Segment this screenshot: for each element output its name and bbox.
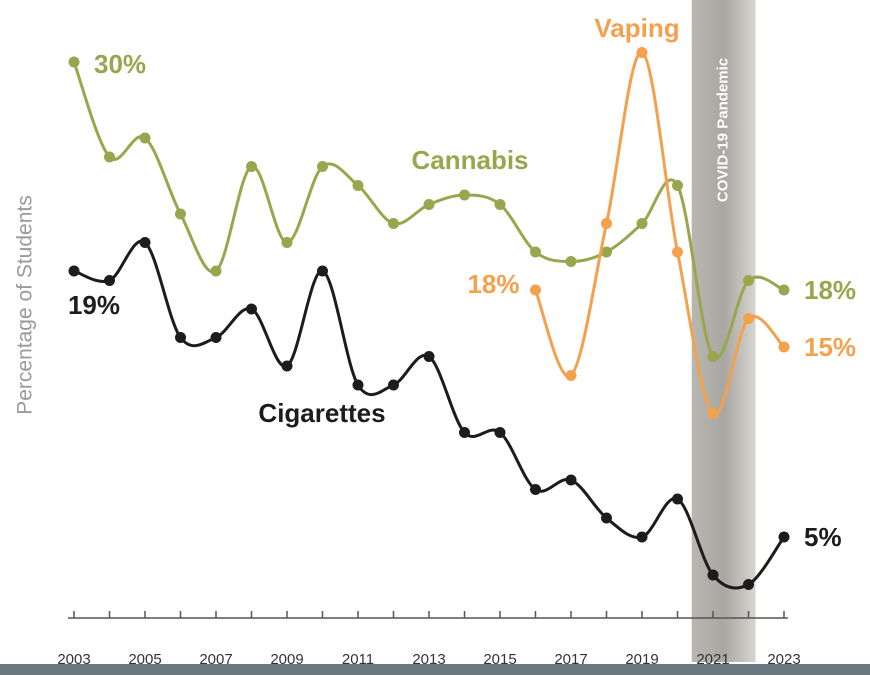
data-point [636, 218, 648, 229]
series-name: Vaping [594, 13, 679, 43]
x-tick-label: 2005 [128, 651, 161, 668]
data-point [317, 161, 328, 172]
series-line [73, 239, 786, 590]
data-point [778, 341, 790, 353]
data-point [210, 265, 222, 277]
value-label: 18% [804, 275, 856, 305]
x-tick-label: 2013 [412, 651, 445, 668]
x-tick-label: 2017 [554, 651, 587, 668]
value-label: 15% [804, 332, 856, 362]
x-tick-label: 2023 [767, 651, 800, 668]
data-point [68, 56, 80, 68]
data-point [494, 427, 506, 438]
data-point [778, 531, 790, 543]
data-point [210, 332, 222, 343]
data-point [423, 199, 435, 210]
series-name: Cannabis [411, 145, 528, 175]
data-point [68, 265, 80, 277]
data-point [636, 531, 648, 543]
data-point [281, 237, 293, 248]
data-point [104, 275, 115, 286]
data-point [778, 284, 790, 296]
data-point [530, 246, 541, 258]
x-tick-label: 2007 [199, 651, 232, 668]
data-point [565, 474, 577, 486]
data-point [636, 47, 648, 58]
data-point [352, 379, 364, 391]
value-label: 5% [804, 522, 842, 552]
data-point [672, 493, 683, 505]
data-point [352, 180, 364, 191]
data-point [246, 161, 257, 172]
data-point [530, 484, 541, 495]
y-axis-label: Percentage of Students [14, 195, 37, 415]
data-point [139, 237, 151, 248]
data-point [565, 370, 577, 381]
data-point [494, 199, 506, 210]
data-point [601, 246, 612, 258]
data-point [281, 360, 293, 372]
data-point [743, 275, 754, 286]
x-tick-label: 2015 [483, 651, 516, 668]
data-point [459, 189, 470, 201]
data-point [565, 256, 577, 267]
data-point [423, 351, 435, 362]
data-point [388, 379, 399, 391]
data-point [743, 313, 754, 324]
series-line [534, 50, 786, 416]
series-name: Cigarettes [258, 398, 385, 428]
data-point [707, 351, 719, 362]
data-point [707, 569, 719, 581]
x-tick-label: 2019 [625, 651, 658, 668]
data-point [459, 427, 470, 438]
data-point [601, 512, 612, 524]
data-point [707, 408, 719, 419]
data-point [246, 303, 257, 315]
data-point [175, 208, 186, 220]
value-label: 19% [68, 290, 120, 320]
covid-label: COVID-19 Pandemic [715, 58, 732, 202]
x-tick-label: 2021 [696, 651, 729, 668]
data-point [672, 180, 683, 191]
data-point [388, 218, 399, 229]
x-tick-label: 2011 [342, 651, 374, 668]
x-tick-label: 2003 [57, 651, 90, 668]
data-point [530, 284, 541, 296]
data-point [104, 151, 115, 163]
data-point [175, 332, 186, 343]
data-point [672, 246, 683, 258]
value-label: 30% [94, 49, 146, 79]
value-label: 18% [467, 269, 519, 299]
data-point [139, 132, 151, 144]
data-point [601, 218, 612, 229]
data-point [317, 265, 328, 277]
bottom-strip [0, 664, 870, 675]
data-point [743, 579, 754, 590]
x-tick-label: 2009 [270, 651, 303, 668]
